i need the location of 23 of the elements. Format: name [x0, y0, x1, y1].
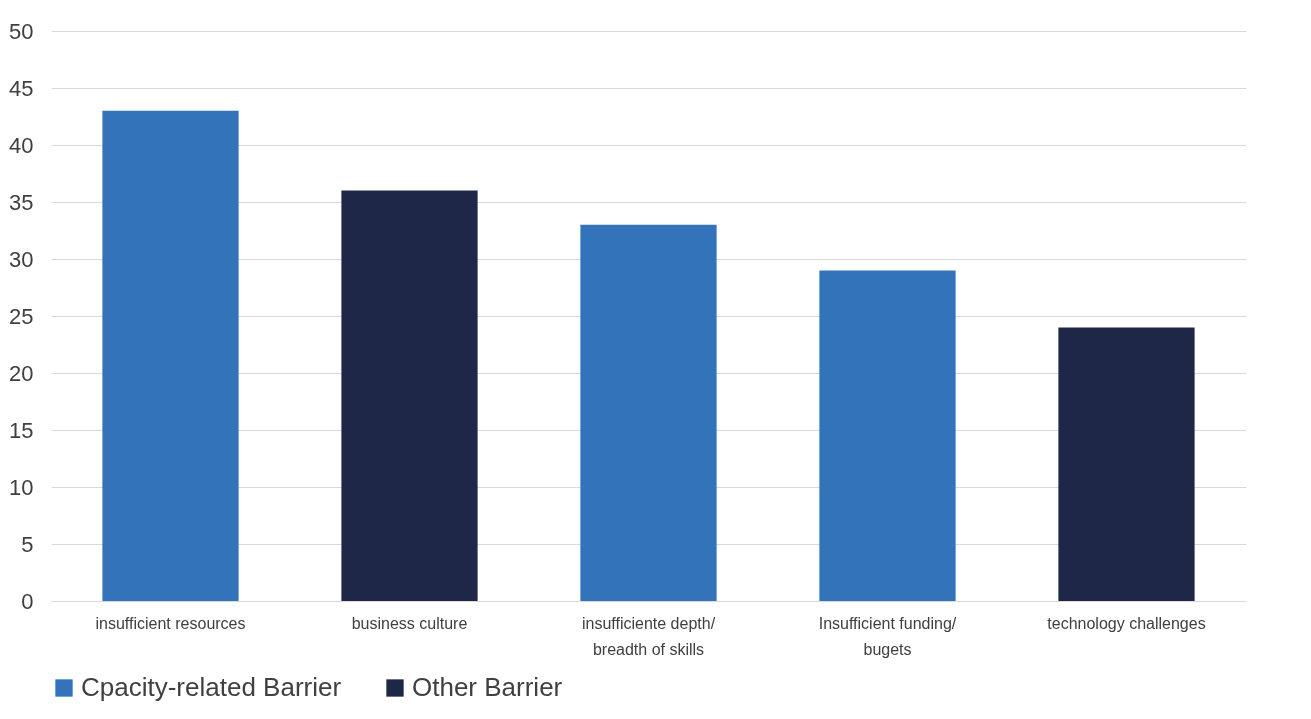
x-tick-label: business culture	[351, 614, 468, 632]
x-tick-label: insufficient resources	[95, 614, 246, 632]
y-tick-label: 10	[9, 474, 34, 500]
x-tick-label: insufficiente depth/ breadth of skills	[581, 614, 716, 658]
legend-label: Other Barrier	[412, 672, 563, 702]
bar	[819, 270, 956, 601]
bar	[580, 224, 717, 601]
bar	[341, 190, 478, 601]
bar	[1058, 327, 1195, 601]
y-tick-label: 15	[9, 417, 34, 443]
legend-label: Cpacity-related Barrier	[81, 672, 342, 702]
y-tick-label: 40	[9, 132, 34, 158]
y-tick-label: 45	[9, 75, 34, 101]
x-tick-label: Insufficient funding/ bugets	[818, 614, 957, 658]
y-tick-label: 0	[21, 588, 34, 614]
y-tick-label: 50	[9, 18, 34, 44]
x-tick-label: technology challenges	[1047, 614, 1206, 632]
bar	[102, 110, 239, 601]
y-tick-label: 30	[9, 246, 34, 272]
y-tick-label: 5	[21, 531, 34, 557]
y-tick-label: 25	[9, 303, 34, 329]
y-tick-label: 35	[9, 189, 34, 215]
y-tick-label: 20	[9, 360, 34, 386]
